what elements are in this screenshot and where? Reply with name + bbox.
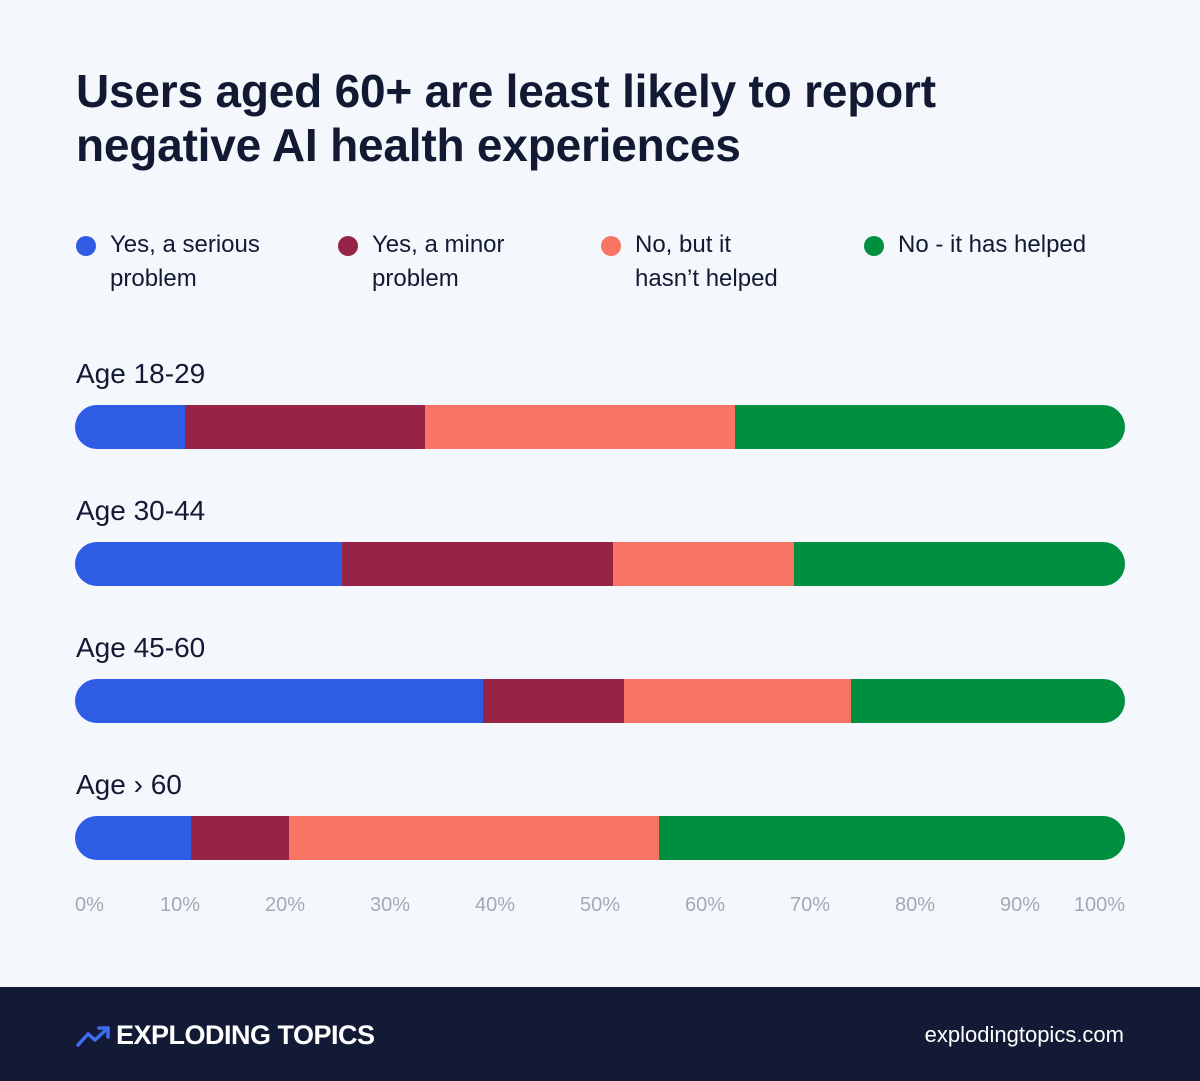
legend-label: Yes, a minor problem: [372, 228, 505, 296]
legend-swatch: [601, 236, 621, 256]
legend-item-2: Yes, a minor problem: [338, 228, 505, 296]
legend-label-line: Yes, a serious: [110, 231, 260, 258]
chart-title-line-2: negative AI health experiences: [76, 119, 741, 171]
bar-segment-series-1: [75, 816, 192, 860]
category-label: Age › 60: [76, 769, 182, 800]
legend-item-3: No, but it hasn’t helped: [601, 228, 778, 296]
x-tick-label: 80%: [894, 894, 936, 916]
x-tick-label: 0%: [75, 894, 104, 916]
bar-segment-series-3: [624, 679, 852, 723]
legend-swatch: [864, 236, 884, 256]
bar-segment-series-2: [483, 679, 625, 723]
x-tick-label: 90%: [999, 894, 1041, 916]
legend-swatch: [338, 236, 358, 256]
category-label: Age 18-29: [76, 358, 206, 389]
brand-logo: EXPLODING TOPICS: [76, 1020, 375, 1051]
x-tick-label: 40%: [474, 894, 516, 916]
bar-segment-series-4: [850, 679, 1125, 723]
x-tick-label: 70%: [789, 894, 831, 916]
stacked-bar: [75, 679, 1125, 723]
legend-label-line: problem: [372, 265, 459, 292]
x-tick-label: 60%: [684, 894, 726, 916]
bar-segment-series-3: [289, 816, 660, 860]
bar-segment-series-2: [190, 816, 290, 860]
legend-label: Yes, a serious problem: [110, 228, 260, 296]
bar-segment-series-3: [424, 405, 737, 449]
footer: EXPLODING TOPICS explodingtopics.com: [0, 987, 1200, 1081]
legend-label-line: hasn’t helped: [635, 265, 778, 292]
site-url: explodingtopics.com: [924, 1022, 1124, 1047]
bar-segment-series-2: [185, 405, 426, 449]
legend-label: No, but it hasn’t helped: [635, 228, 778, 296]
legend-label-line: No, but it: [635, 231, 732, 258]
x-tick-label: 30%: [369, 894, 411, 916]
bar-segment-series-3: [612, 542, 795, 586]
x-tick-label: 50%: [579, 894, 621, 916]
chart-title: Users aged 60+ are least likely to repor…: [76, 64, 1076, 172]
legend-item-4: No - it has helped: [864, 228, 1086, 262]
bar-segment-series-1: [75, 542, 343, 586]
category-label: Age 30-44: [76, 495, 206, 526]
legend-label-line: Yes, a minor: [372, 231, 505, 258]
brand-name: EXPLODING TOPICS: [116, 1020, 375, 1050]
legend-label-line: No - it has helped: [898, 231, 1087, 258]
stacked-bar: [75, 542, 1125, 586]
x-tick-label: 10%: [159, 894, 201, 916]
stacked-bar: [75, 816, 1125, 860]
legend-swatch: [76, 236, 96, 256]
bar-segment-series-4: [658, 816, 1125, 860]
x-tick-label: 100%: [1073, 894, 1125, 916]
trend-arrow-icon: [76, 1025, 110, 1047]
bar-segment-series-1: [75, 679, 485, 723]
x-axis: 0% 10% 20% 30% 40% 50% 60% 70% 80% 90% 100%: [0, 894, 1200, 920]
chart-legend: Yes, a serious problem Yes, a minor problem…: [0, 228, 1200, 308]
category-label: Age 45-60: [76, 632, 206, 663]
bar-segment-series-4: [794, 542, 1125, 586]
x-tick-label: 20%: [264, 894, 306, 916]
bar-segment-series-4: [735, 405, 1125, 449]
legend-item-1: Yes, a serious problem: [76, 228, 260, 296]
bar-segment-series-2: [341, 542, 614, 586]
bar-segment-series-1: [75, 405, 186, 449]
chart-title-line-1: Users aged 60+ are least likely to repor…: [76, 65, 936, 117]
legend-label-line: problem: [110, 265, 197, 292]
stacked-bar: [75, 405, 1125, 449]
legend-label: No - it has helped: [898, 228, 1086, 262]
